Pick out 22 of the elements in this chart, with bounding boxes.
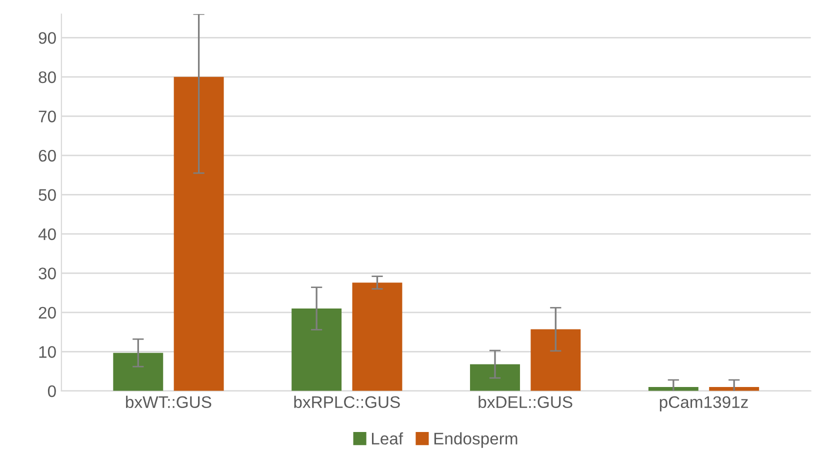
x-tick-label: bxWT::GUS (126, 396, 212, 408)
x-tick-label: bxRPLC::GUS (294, 396, 400, 408)
y-tick-label: 0 (48, 385, 56, 398)
x-tick-label: bxDEL::GUS (478, 396, 572, 408)
y-tick-label: 20 (38, 306, 56, 319)
y-tick-label: 10 (39, 346, 56, 358)
bar (530, 329, 581, 391)
bar (470, 364, 520, 391)
y-tick-label: 90 (38, 32, 56, 44)
bar (292, 308, 342, 391)
y-tick-label: 60 (38, 150, 56, 162)
y-tick-label: 40 (38, 228, 56, 240)
bar (174, 76, 224, 391)
x-tick-label: pCam1391z (660, 396, 748, 412)
y-tick-label: 50 (38, 189, 56, 201)
legend-label: Endosperm (434, 432, 518, 448)
bar (113, 352, 164, 391)
legend-label: Leaf (372, 432, 404, 445)
bar (352, 282, 402, 391)
y-tick-label: 80 (38, 71, 56, 84)
y-tick-label: 70 (38, 110, 56, 122)
y-tick-label: 30 (38, 268, 56, 280)
